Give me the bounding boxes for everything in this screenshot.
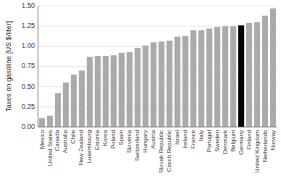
bar [166,41,172,127]
bar [206,29,212,127]
x-tick-label: Norway [270,130,276,150]
x-tick-label: Estonia [94,129,100,150]
bar [95,56,101,127]
grid [38,6,277,127]
bar [127,52,133,127]
y-tick-label: 0.75 [21,62,35,69]
x-tick-label: Korea [102,129,108,146]
bar [71,75,77,127]
x-tick-label: Denmark [222,129,228,154]
x-tick-label: Switzerland [134,130,140,161]
x-tick-label: Portugal [206,130,212,152]
x-tick-label: New Zealand [78,130,84,165]
x-tick-label: Mexico [39,129,45,149]
y-tick-label: 0.00 [21,123,35,130]
bar [158,41,164,127]
x-tick-label: Austria [150,129,156,148]
bar [246,23,252,127]
bar [214,27,220,127]
y-tick-label: 1.00 [21,42,35,49]
bar [55,93,61,127]
x-tick-label: Sweden [214,130,220,152]
bar [230,26,236,127]
y-axis-label: Taxes on gasoline [US $/liter] [5,21,13,112]
x-tick-label: Finland [246,130,252,150]
x-tick-label: United States [47,130,53,166]
x-tick-label: Hungary [142,130,148,153]
x-tick-label: Chile [70,129,76,143]
bar [135,48,141,127]
x-tick-label: Canada [54,129,60,151]
bar [143,46,149,127]
bar [222,26,228,127]
bar [270,8,276,127]
bar [79,71,85,127]
x-tick-label: Germany [238,130,244,155]
y-tick-label: 1.50 [21,2,35,9]
bar [63,83,69,127]
bar [119,53,125,127]
bar [47,116,53,127]
bars [39,8,276,127]
y-tick-label: 0.25 [21,103,35,110]
bar [198,30,204,127]
x-axis-line [38,127,277,128]
x-tick-label: Belgium [230,130,236,152]
x-tick-label: Australia [62,129,68,153]
bar [238,25,244,127]
x-tick-label: Poland [110,130,116,149]
y-axis-line [38,6,39,127]
bar [151,42,157,127]
bar [87,57,93,127]
bar [103,56,109,127]
bar [182,36,188,127]
x-tick-label: Luxembourg [86,130,92,163]
x-tick-label: Israel [174,130,180,145]
x-tick-label: Ireland [182,130,188,148]
chart: 0.000.250.500.751.001.251.50MexicoUnited… [0,0,281,179]
x-tick-label: Netherlands [262,130,268,162]
bar [174,37,180,127]
bar [254,22,260,127]
x-tick-label: Spain [118,130,124,145]
x-tick-label: United Kingdom [254,130,260,173]
bar [111,55,117,127]
bar [190,30,196,127]
x-tick-label: Italy [198,130,204,141]
grid-line [38,6,277,7]
x-tick-label: Slovak Republic [158,130,164,173]
y-tick-label: 1.25 [21,22,35,29]
y-tick-label: 0.50 [21,83,35,90]
x-tick-label: Czech Republic [166,130,172,172]
bar [39,118,45,127]
x-tick-label: France [190,129,196,148]
bar [262,16,268,127]
x-tick-label: Slovenia [126,129,132,153]
